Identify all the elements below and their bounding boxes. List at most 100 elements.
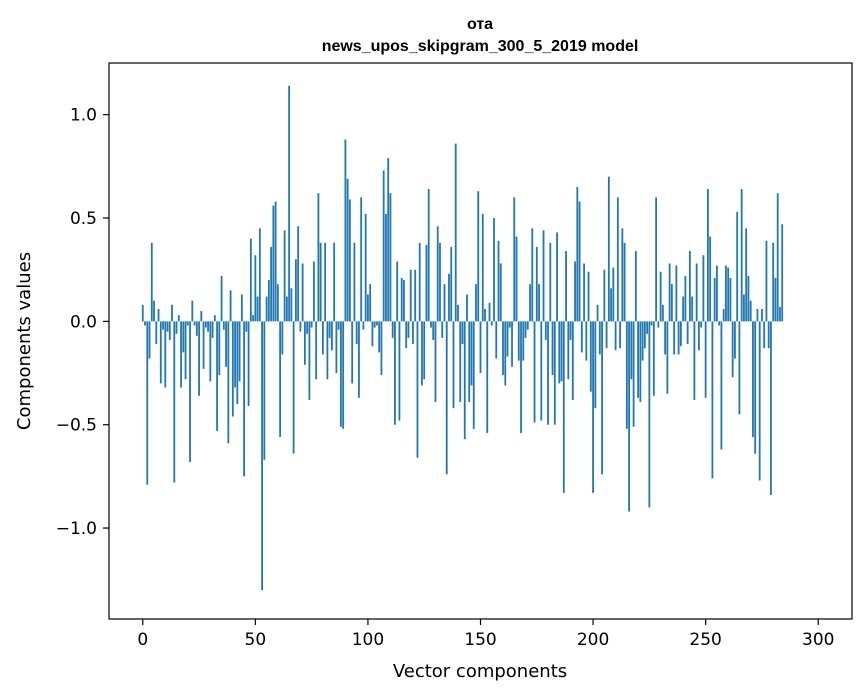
bar xyxy=(524,321,527,338)
bar xyxy=(700,321,703,328)
bar xyxy=(526,321,529,330)
bar xyxy=(763,321,766,349)
bar xyxy=(335,321,338,374)
bar xyxy=(164,321,167,388)
bar xyxy=(326,321,329,380)
bar xyxy=(754,321,757,454)
bar xyxy=(290,288,293,322)
bar xyxy=(756,308,759,322)
bar xyxy=(211,321,214,338)
bar xyxy=(540,321,543,421)
bar xyxy=(698,321,700,351)
bar xyxy=(441,321,444,338)
bar xyxy=(405,321,408,349)
bar xyxy=(716,265,718,322)
x-axis-ticks: 0 50 100 150 200 250 300 xyxy=(137,619,834,650)
bar xyxy=(718,321,721,326)
bar xyxy=(267,280,270,322)
bar xyxy=(202,321,205,369)
bar xyxy=(544,321,547,340)
bar xyxy=(216,321,218,431)
bar xyxy=(398,321,401,421)
bar xyxy=(603,269,606,322)
bar xyxy=(270,246,273,322)
bar xyxy=(711,321,714,479)
bar xyxy=(598,321,601,355)
bar xyxy=(159,321,162,384)
bar xyxy=(677,321,680,355)
bar xyxy=(376,321,378,326)
bar xyxy=(367,294,369,322)
bar xyxy=(382,170,385,322)
bar xyxy=(781,224,784,322)
bar xyxy=(517,321,520,361)
bar xyxy=(144,321,146,326)
bar xyxy=(387,158,390,322)
bar xyxy=(207,321,209,332)
bar xyxy=(758,321,761,481)
bar xyxy=(385,213,387,322)
bar xyxy=(378,321,381,353)
bar xyxy=(567,321,570,380)
bar xyxy=(362,321,365,330)
bar xyxy=(682,296,685,322)
bar xyxy=(414,269,417,322)
bar xyxy=(371,321,374,347)
bar xyxy=(634,251,637,322)
bar xyxy=(443,284,446,322)
bar xyxy=(569,321,572,340)
bar xyxy=(475,284,477,322)
bar xyxy=(729,277,732,322)
bar xyxy=(299,321,302,332)
bar xyxy=(321,321,324,355)
bar xyxy=(779,306,781,322)
bar xyxy=(222,321,225,330)
bar xyxy=(340,321,342,427)
bar xyxy=(342,321,345,429)
bar xyxy=(328,321,331,338)
bar xyxy=(542,230,545,322)
bar xyxy=(195,321,198,336)
bar xyxy=(549,242,552,322)
bar xyxy=(148,321,151,359)
bar xyxy=(637,321,640,398)
bar xyxy=(155,321,158,345)
bar xyxy=(331,321,333,351)
bar xyxy=(349,199,351,322)
bar xyxy=(623,242,626,322)
bar xyxy=(234,321,236,388)
bar xyxy=(558,321,561,384)
bar xyxy=(288,85,291,322)
bar xyxy=(587,271,590,322)
bar xyxy=(186,321,189,326)
bar xyxy=(432,321,435,340)
bar xyxy=(445,321,448,475)
bar xyxy=(204,321,207,328)
bar xyxy=(306,321,309,334)
bar xyxy=(470,321,473,386)
bar xyxy=(481,213,484,322)
bar xyxy=(652,321,655,396)
y-axis-ticks: −1.0 −0.5 0.0 0.5 1.0 xyxy=(56,106,109,539)
bar xyxy=(709,236,712,322)
bar xyxy=(380,321,383,376)
y-tick-label: 1.0 xyxy=(70,106,97,126)
bar xyxy=(353,242,356,322)
bar xyxy=(612,267,615,322)
bar xyxy=(632,321,635,427)
bar xyxy=(279,321,282,438)
bar xyxy=(146,321,149,485)
x-tick-label: 50 xyxy=(245,630,267,650)
bar xyxy=(373,321,376,328)
bar xyxy=(418,242,421,322)
bar xyxy=(243,321,245,477)
bar xyxy=(493,218,495,322)
bar xyxy=(556,232,558,322)
bar xyxy=(229,290,232,322)
bar xyxy=(736,211,739,322)
bar xyxy=(297,226,300,322)
bar xyxy=(691,296,694,322)
bar xyxy=(310,321,313,328)
bar xyxy=(317,193,320,322)
